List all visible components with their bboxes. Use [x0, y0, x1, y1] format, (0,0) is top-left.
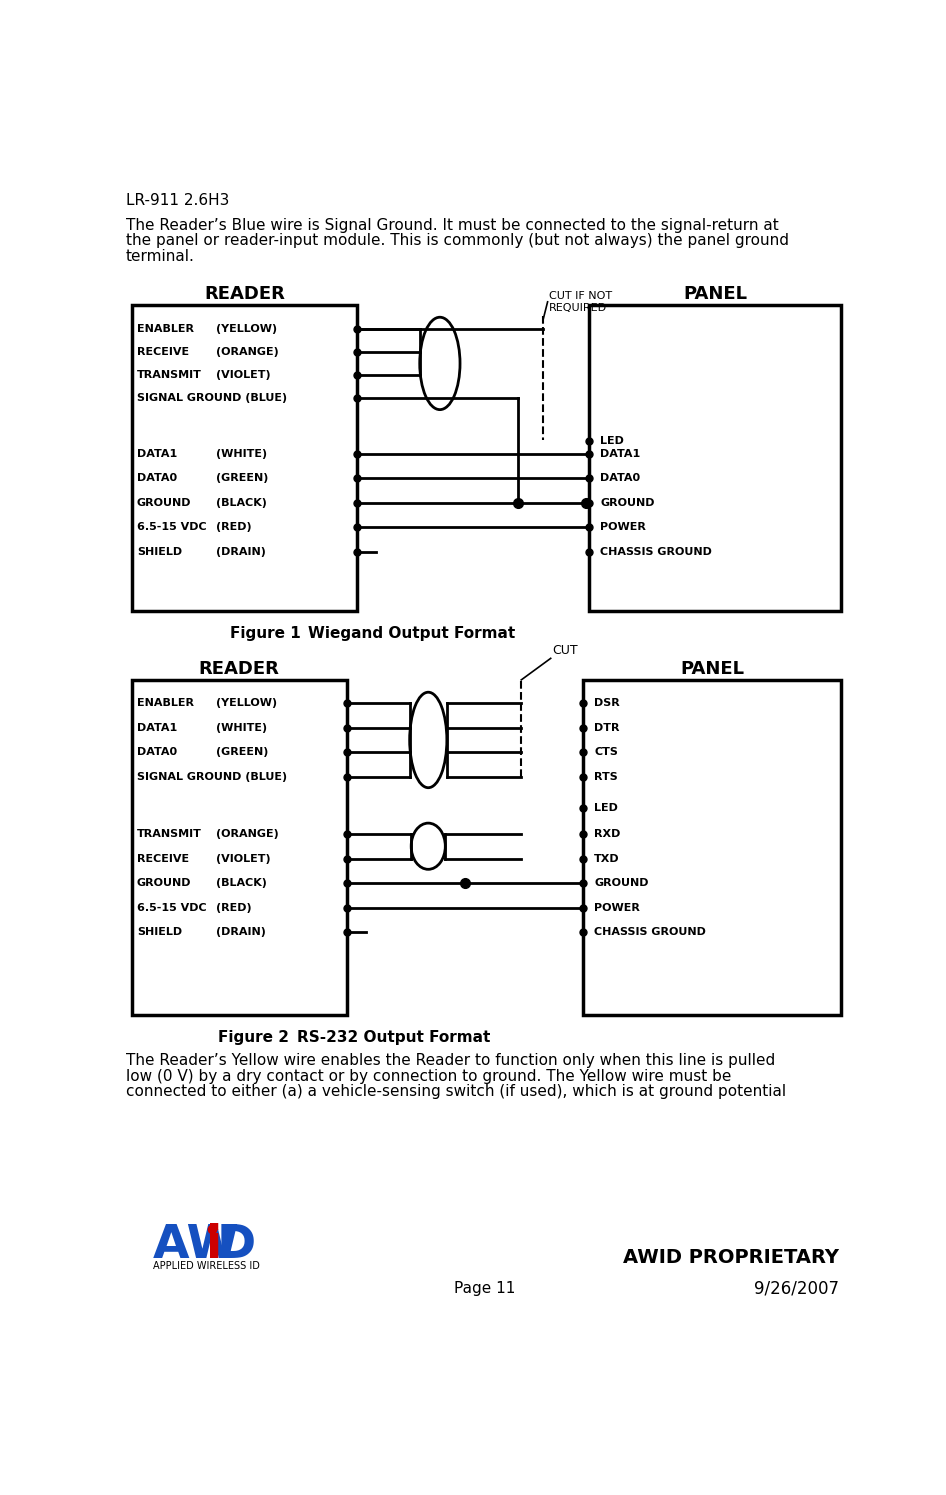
Text: READER: READER — [199, 661, 280, 679]
Text: REQUIRED: REQUIRED — [549, 302, 607, 312]
Text: low (0 V) by a dry contact or by connection to ground. The Yellow wire must be: low (0 V) by a dry contact or by connect… — [126, 1069, 731, 1084]
Text: The Reader’s Blue wire is Signal Ground. It must be connected to the signal-retu: The Reader’s Blue wire is Signal Ground.… — [126, 218, 779, 233]
Text: 6.5-15 VDC: 6.5-15 VDC — [137, 522, 206, 532]
Text: (RED): (RED) — [216, 522, 252, 532]
Text: DSR: DSR — [594, 698, 620, 709]
Text: RECEIVE: RECEIVE — [137, 854, 189, 864]
Text: connected to either (a) a vehicle-sensing switch (if used), which is at ground p: connected to either (a) a vehicle-sensin… — [126, 1084, 786, 1099]
Text: RTS: RTS — [594, 771, 618, 782]
Text: (YELLOW): (YELLOW) — [216, 698, 277, 709]
Text: SHIELD: SHIELD — [137, 927, 182, 937]
Text: DTR: DTR — [594, 722, 620, 733]
Text: POWER: POWER — [601, 522, 646, 532]
Text: (DRAIN): (DRAIN) — [216, 547, 266, 558]
Text: 6.5-15 VDC: 6.5-15 VDC — [137, 903, 206, 913]
Text: AW: AW — [153, 1223, 239, 1268]
Text: Wiegand Output Format: Wiegand Output Format — [308, 626, 516, 641]
Text: CUT: CUT — [552, 644, 578, 656]
Text: (VIOLET): (VIOLET) — [216, 369, 271, 380]
Text: GROUND: GROUND — [594, 878, 649, 888]
Text: APPLIED WIRELESS ID: APPLIED WIRELESS ID — [153, 1260, 260, 1271]
Text: (ORANGE): (ORANGE) — [216, 828, 279, 839]
Text: LR-911 2.6H3: LR-911 2.6H3 — [126, 193, 229, 208]
Text: CHASSIS GROUND: CHASSIS GROUND — [594, 927, 706, 937]
Text: RECEIVE: RECEIVE — [137, 347, 189, 357]
Text: DATA1: DATA1 — [137, 722, 177, 733]
Text: PANEL: PANEL — [683, 286, 747, 303]
Text: LED: LED — [594, 803, 618, 813]
Text: SHIELD: SHIELD — [137, 547, 182, 558]
Text: terminal.: terminal. — [126, 248, 195, 263]
Text: ENABLER: ENABLER — [137, 698, 194, 709]
Text: (YELLOW): (YELLOW) — [216, 324, 277, 333]
Text: (GREEN): (GREEN) — [216, 472, 269, 483]
Text: CUT IF NOT: CUT IF NOT — [549, 292, 612, 300]
Text: GROUND: GROUND — [137, 878, 191, 888]
Text: The Reader’s Yellow wire enables the Reader to function only when this line is p: The Reader’s Yellow wire enables the Rea… — [126, 1054, 776, 1069]
Text: Figure 2: Figure 2 — [218, 1030, 289, 1045]
Text: CTS: CTS — [594, 748, 618, 758]
Text: LED: LED — [601, 437, 624, 446]
Text: AWID PROPRIETARY: AWID PROPRIETARY — [623, 1248, 839, 1266]
Text: 9/26/2007: 9/26/2007 — [754, 1280, 839, 1298]
Text: DATA0: DATA0 — [137, 472, 177, 483]
Text: DATA0: DATA0 — [601, 472, 640, 483]
Text: (DRAIN): (DRAIN) — [216, 927, 266, 937]
Text: i: i — [206, 1223, 222, 1268]
Text: (BLACK): (BLACK) — [216, 878, 267, 888]
Text: D: D — [217, 1223, 256, 1268]
Text: (VIOLET): (VIOLET) — [216, 854, 271, 864]
Text: Figure 1: Figure 1 — [230, 626, 301, 641]
Text: TRANSMIT: TRANSMIT — [137, 828, 201, 839]
Text: PANEL: PANEL — [680, 661, 744, 679]
Text: DATA1: DATA1 — [137, 448, 177, 459]
Text: RS-232 Output Format: RS-232 Output Format — [296, 1030, 490, 1045]
Text: (ORANGE): (ORANGE) — [216, 347, 279, 357]
Text: (WHITE): (WHITE) — [216, 448, 267, 459]
Text: GROUND: GROUND — [137, 498, 191, 508]
Text: (GREEN): (GREEN) — [216, 748, 269, 758]
Text: (WHITE): (WHITE) — [216, 722, 267, 733]
Text: READER: READER — [204, 286, 285, 303]
Text: TXD: TXD — [594, 854, 620, 864]
Text: SIGNAL GROUND (BLUE): SIGNAL GROUND (BLUE) — [137, 771, 287, 782]
Text: CHASSIS GROUND: CHASSIS GROUND — [601, 547, 712, 558]
Text: ENABLER: ENABLER — [137, 324, 194, 333]
Text: the panel or reader-input module. This is commonly (but not always) the panel gr: the panel or reader-input module. This i… — [126, 233, 789, 248]
Text: DATA1: DATA1 — [601, 448, 640, 459]
Text: (BLACK): (BLACK) — [216, 498, 267, 508]
Text: TRANSMIT: TRANSMIT — [137, 369, 201, 380]
Text: (RED): (RED) — [216, 903, 252, 913]
Text: RXD: RXD — [594, 828, 621, 839]
Text: DATA0: DATA0 — [137, 748, 177, 758]
Text: POWER: POWER — [594, 903, 640, 913]
Text: SIGNAL GROUND (BLUE): SIGNAL GROUND (BLUE) — [137, 393, 287, 404]
Text: GROUND: GROUND — [601, 498, 655, 508]
Text: Page 11: Page 11 — [454, 1281, 516, 1296]
